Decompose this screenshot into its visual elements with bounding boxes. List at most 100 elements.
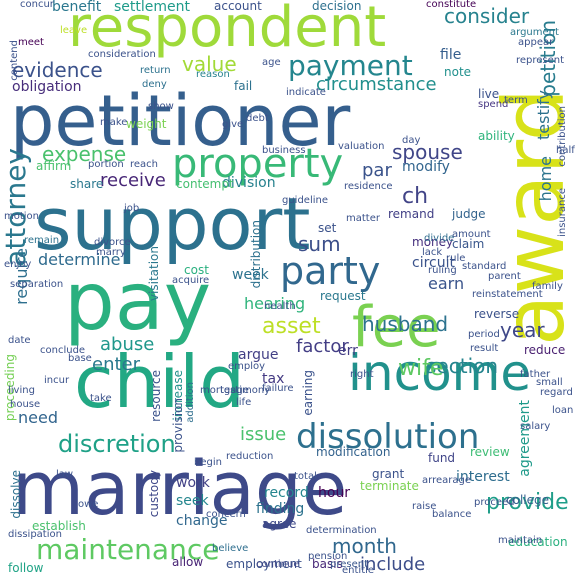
- word-amount: amount: [452, 229, 491, 240]
- word-day: day: [402, 135, 421, 146]
- word-failure: failure: [262, 383, 294, 394]
- word-pension: pension: [308, 551, 348, 562]
- word-ruling: ruling: [428, 265, 457, 276]
- word-maintenance: maintenance: [36, 533, 220, 566]
- word-regard: regard: [540, 387, 573, 398]
- word-basis: basis: [312, 557, 343, 571]
- word-law: law: [56, 469, 74, 480]
- word-dissipation: dissipation: [8, 529, 62, 540]
- word-modification: modification: [316, 445, 391, 459]
- word-proceed: proceed: [474, 497, 515, 508]
- word-settlement: settlement: [114, 0, 191, 15]
- word-continue: continue: [256, 559, 300, 570]
- word-reinstatement: reinstatement: [472, 289, 543, 300]
- word-entitle: entitle: [342, 565, 375, 576]
- word-portion: portion: [88, 159, 124, 170]
- word-property: property: [172, 141, 344, 187]
- word-visitation: visitation: [147, 246, 161, 302]
- word-week: week: [232, 267, 269, 283]
- word-home: home: [536, 156, 555, 202]
- word-review: review: [470, 445, 510, 459]
- word-terminate: terminate: [360, 479, 419, 493]
- word-constitute: constitute: [426, 0, 477, 10]
- word-factor: factor: [296, 336, 349, 357]
- word-establish: establish: [32, 519, 86, 533]
- word-note: note: [444, 65, 472, 79]
- word-record: record: [264, 485, 309, 501]
- word-indicate: indicate: [286, 87, 326, 98]
- word-payment: payment: [288, 49, 413, 82]
- word-issue: issue: [240, 424, 287, 445]
- word-fund: fund: [428, 451, 456, 465]
- word-provision: provision: [171, 398, 185, 453]
- word-agreement: agreement: [517, 400, 533, 477]
- word-ability: ability: [478, 129, 515, 143]
- word-argue: argue: [238, 347, 279, 363]
- word-return: return: [140, 65, 171, 76]
- word-dissolve: dissolve: [9, 470, 23, 519]
- word-cost: cost: [184, 263, 209, 277]
- word-fail: fail: [234, 79, 253, 93]
- word-parent: parent: [488, 271, 521, 282]
- word-division: division: [222, 175, 276, 191]
- word-circumstance: circumstance: [316, 74, 437, 95]
- word-reduce: reduce: [524, 343, 566, 357]
- word-account: account: [214, 0, 262, 13]
- word-receive: receive: [100, 170, 166, 191]
- word-respondent: respondent: [68, 0, 387, 60]
- word-family: family: [532, 281, 563, 292]
- word-expense: expense: [42, 142, 127, 166]
- word-enjoy: enjoy: [4, 259, 32, 270]
- word-circuit: circuit: [412, 255, 455, 271]
- word-money: money: [412, 235, 454, 249]
- word-living: living: [8, 385, 35, 396]
- word-allow: allow: [172, 555, 204, 569]
- word-benefit: benefit: [52, 0, 102, 15]
- word-spouse: spouse: [392, 140, 463, 164]
- word-earn: earn: [428, 274, 465, 293]
- word-half: half: [556, 145, 575, 156]
- word-testify: testify: [534, 90, 553, 140]
- word-business: business: [262, 145, 306, 156]
- word-ch: ch: [402, 184, 429, 209]
- word-work: work: [176, 475, 210, 491]
- word-file: file: [440, 47, 462, 63]
- word-result: result: [470, 343, 499, 354]
- word-contend: contend: [9, 40, 20, 81]
- word-give: give: [222, 119, 244, 130]
- word-concur: concur: [20, 0, 54, 10]
- word-age: age: [262, 57, 281, 68]
- word-right: right: [350, 369, 374, 380]
- word-consider: consider: [444, 4, 530, 28]
- word-need: need: [18, 408, 58, 427]
- word-abuse: abuse: [100, 334, 155, 355]
- word-begin: begin: [194, 457, 222, 468]
- word-addition: addition: [185, 382, 196, 423]
- word-incur: incur: [44, 375, 70, 386]
- word-divorce: divorce: [94, 237, 131, 248]
- word-reason: reason: [196, 69, 230, 80]
- word-employ: employ: [228, 361, 266, 372]
- word-job: job: [124, 203, 140, 214]
- word-deny: deny: [142, 79, 167, 90]
- word-reach: reach: [130, 159, 159, 170]
- word-grant: grant: [372, 467, 405, 481]
- word-guideline: guideline: [282, 195, 329, 206]
- word-period: period: [468, 329, 500, 340]
- word-argument: argument: [510, 27, 559, 38]
- word-leave: leave: [60, 25, 88, 36]
- word-finding: finding: [256, 501, 305, 517]
- word-remain: remain: [24, 235, 60, 246]
- word-month: month: [332, 534, 397, 558]
- word-total: total: [294, 471, 317, 482]
- word-meet: meet: [18, 37, 44, 48]
- word-seek: seek: [176, 493, 209, 509]
- word-valuation: valuation: [338, 141, 385, 152]
- word-reduction: reduction: [226, 451, 274, 462]
- word-change: change: [176, 513, 228, 529]
- word-standard: standard: [462, 261, 507, 272]
- word-show: show: [148, 101, 174, 112]
- word-hearing: hearing: [244, 294, 306, 313]
- word-employment: employment: [226, 557, 302, 571]
- word-contempt: contempt: [176, 177, 234, 191]
